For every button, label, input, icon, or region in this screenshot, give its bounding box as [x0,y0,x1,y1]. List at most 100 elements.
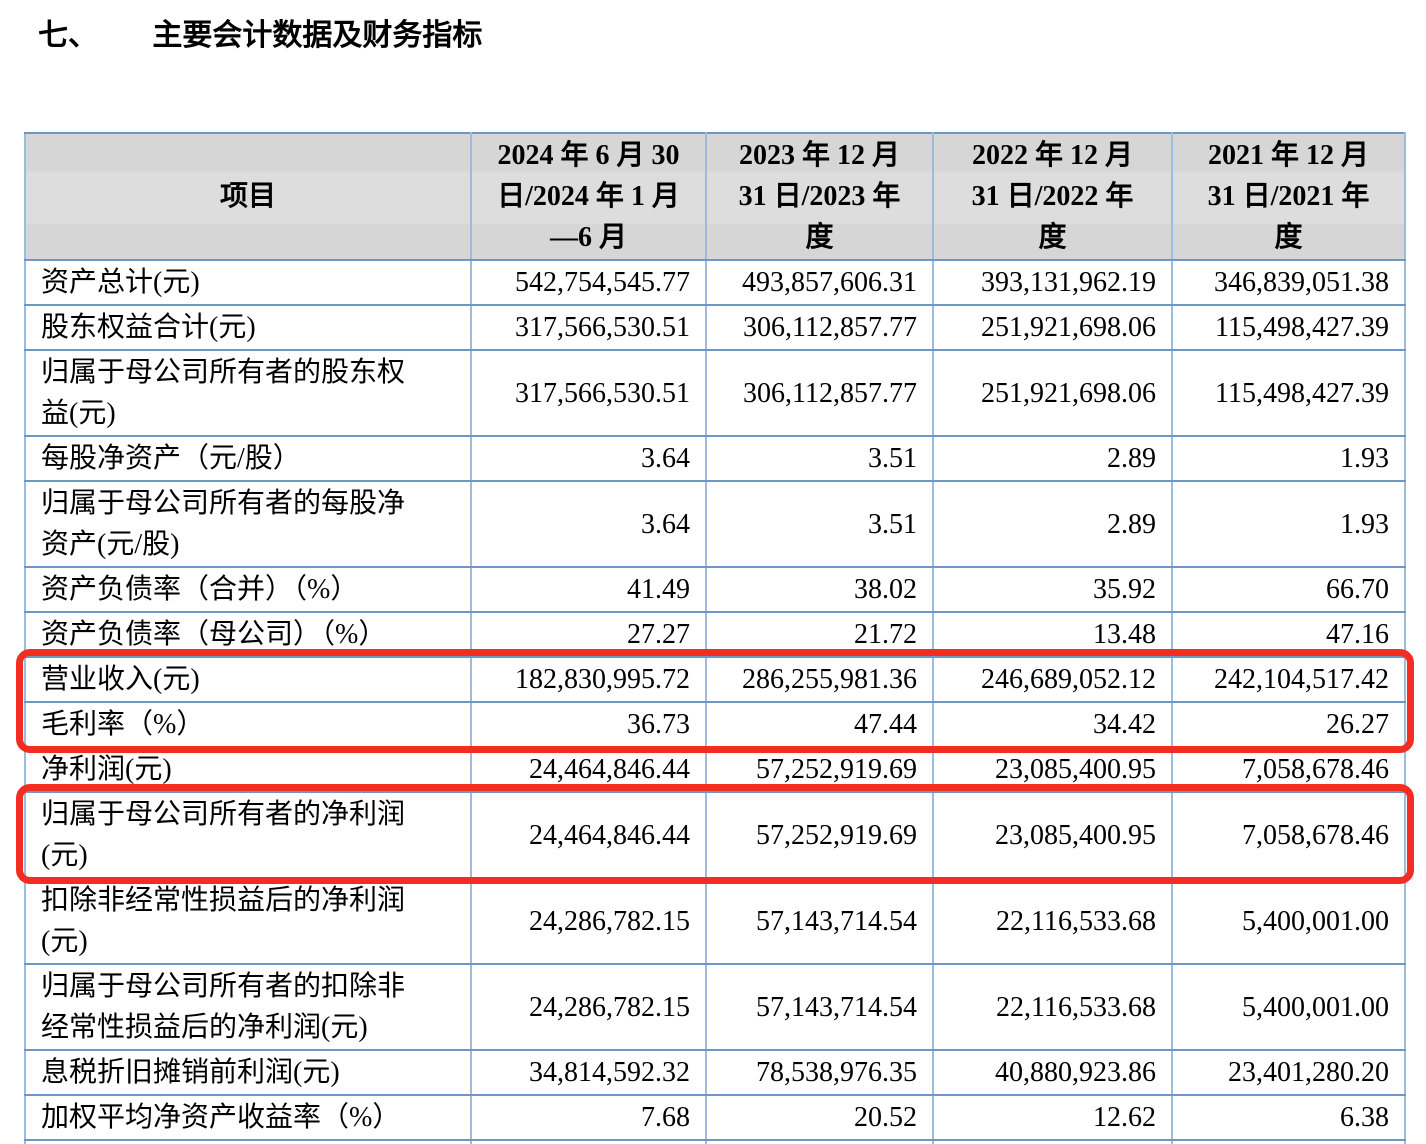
table-row: 资产负债率（母公司）（%） 27.27 21.72 13.48 47.16 [24,611,1406,658]
row-value: 78,538,976.35 [705,1049,934,1096]
row-label: 归属于母公司所有者的股东权 益(元) [24,349,472,437]
section-title-text: 主要会计数据及财务指标 [152,19,483,52]
table-row: 加权平均净资产收益率（%） 7.68 20.52 12.62 6.38 [24,1094,1406,1141]
row-label: 归属于母公司所有者的每股净 资产(元/股) [24,480,472,568]
table-body: 资产总计(元) 542,754,545.77 493,857,606.31 393,1… [24,259,1406,1144]
table-row: 营业收入(元) 182,830,995.72 286,255,981.36 246,6… [24,656,1406,703]
row-value: 242,104,517.42 [1171,656,1406,703]
row-value: 35.92 [932,566,1173,613]
row-value: 306,112,857.77 [705,304,934,351]
row-value: 346,839,051.38 [1171,259,1406,306]
row-value: 2.89 [932,480,1173,568]
row-value: 1.93 [1171,435,1406,482]
table-row: 毛利率（%） 36.73 47.44 34.42 26.27 [24,701,1406,748]
row-label: 扣除非经常性损益后的净利润 (元) [24,877,472,965]
row-label: 资产总计(元) [24,259,472,306]
row-value: 12.09 [932,1139,1173,1144]
row-value: 23,085,400.95 [932,746,1173,793]
section-title: 七、 主要会计数据及财务指标 [38,10,482,54]
table-row: 资产总计(元) 542,754,545.77 493,857,606.31 393,1… [24,259,1406,306]
row-label: 营业收入(元) [24,656,472,703]
row-value: 40,880,923.86 [932,1049,1173,1096]
row-value: 41.49 [470,566,707,613]
row-value: 66.70 [1171,566,1406,613]
row-value: 57,143,714.54 [705,963,934,1051]
row-value: 47.16 [1171,611,1406,658]
row-value: 115,498,427.39 [1171,304,1406,351]
row-value: 286,255,981.36 [705,656,934,703]
row-value: 1.93 [1171,480,1406,568]
row-label: 股东权益合计(元) [24,304,472,351]
table-row: 资产负债率（合并）（%） 41.49 38.02 35.92 66.70 [24,566,1406,613]
row-label: 毛利率（%） [24,701,472,748]
row-value: 3.51 [705,480,934,568]
row-label: 每股净资产（元/股） [24,435,472,482]
row-value: 7.68 [470,1094,707,1141]
column-header-2023: 2023 年 12 月 31 日/2023 年 度 [705,132,934,261]
row-label: 扣除非经常性损益后净资产收 益率（%） [24,1139,472,1144]
row-value: 57,143,714.54 [705,877,934,965]
table-row: 归属于母公司所有者的股东权 益(元) 317,566,530.51 306,112,… [24,349,1406,437]
row-value: 22,116,533.68 [932,963,1173,1051]
row-value: 24,464,846.44 [470,791,707,879]
table-row: 股东权益合计(元) 317,566,530.51 306,112,857.77 251… [24,304,1406,351]
row-value: 20.52 [705,1094,934,1141]
row-value: 26.27 [1171,701,1406,748]
row-value: 182,830,995.72 [470,656,707,703]
table-row: 归属于母公司所有者的扣除非 经常性损益后的净利润(元) 24,286,782.15… [24,963,1406,1051]
row-value: 317,566,530.51 [470,304,707,351]
section-number: 七、 [38,19,98,52]
table-row: 息税折旧摊销前利润(元) 34,814,592.32 78,538,976.35 40… [24,1049,1406,1096]
row-value: 57,252,919.69 [705,791,934,879]
row-value: 542,754,545.77 [470,259,707,306]
row-value: 493,857,606.31 [705,259,934,306]
row-label: 归属于母公司所有者的净利润 (元) [24,791,472,879]
row-value: 115,498,427.39 [1171,349,1406,437]
row-value: 12.62 [932,1094,1173,1141]
row-value: 7.63 [470,1139,707,1144]
column-header-2022: 2022 年 12 月 31 日/2022 年 度 [932,132,1173,261]
row-value: 13.48 [932,611,1173,658]
row-value: 23,401,280.20 [1171,1049,1406,1096]
row-value: 7,058,678.46 [1171,746,1406,793]
row-value: 24,286,782.15 [470,877,707,965]
row-value: 24,464,846.44 [470,746,707,793]
row-label: 资产负债率（母公司）（%） [24,611,472,658]
row-value: 23,085,400.95 [932,791,1173,879]
row-value: 34,814,592.32 [470,1049,707,1096]
row-value: 3.64 [470,435,707,482]
row-value: 3.64 [470,480,707,568]
table-row: 扣除非经常性损益后净资产收 益率（%）7.6320.4812.094.88 [24,1139,1406,1144]
row-label: 归属于母公司所有者的扣除非 经常性损益后的净利润(元) [24,963,472,1051]
row-value: 36.73 [470,701,707,748]
row-value: 27.27 [470,611,707,658]
column-header-item: 项目 [24,132,472,261]
column-header-2024: 2024 年 6 月 30 日/2024 年 1 月 —6 月 [470,132,707,261]
row-label: 资产负债率（合并）（%） [24,566,472,613]
row-value: 317,566,530.51 [470,349,707,437]
row-value: 5,400,001.00 [1171,963,1406,1051]
table-row: 净利润(元) 24,464,846.44 57,252,919.69 23,085,4… [24,746,1406,793]
row-value: 22,116,533.68 [932,877,1173,965]
row-value: 21.72 [705,611,934,658]
table-row: 扣除非经常性损益后的净利润 (元) 24,286,782.15 57,143,714… [24,877,1406,965]
financial-indicators-table: 项目 2024 年 6 月 30 日/2024 年 1 月 —6 月 2023 … [24,132,1406,1144]
row-value: 4.88 [1171,1139,1406,1144]
row-value: 47.44 [705,701,934,748]
row-value: 5,400,001.00 [1171,877,1406,965]
row-label: 息税折旧摊销前利润(元) [24,1049,472,1096]
row-value: 251,921,698.06 [932,349,1173,437]
table-header-row: 项目 2024 年 6 月 30 日/2024 年 1 月 —6 月 2023 … [24,132,1406,261]
row-value: 34.42 [932,701,1173,748]
table-row: 归属于母公司所有者的净利润 (元) 24,464,846.44 57,252,919… [24,791,1406,879]
row-value: 3.51 [705,435,934,482]
row-value: 38.02 [705,566,934,613]
row-value: 6.38 [1171,1094,1406,1141]
column-header-2021: 2021 年 12 月 31 日/2021 年 度 [1171,132,1406,261]
row-value: 251,921,698.06 [932,304,1173,351]
row-value: 2.89 [932,435,1173,482]
table-row: 归属于母公司所有者的每股净 资产(元/股) 3.64 3.51 2.89 1.93 [24,480,1406,568]
table-row: 每股净资产（元/股） 3.64 3.51 2.89 1.93 [24,435,1406,482]
row-label: 加权平均净资产收益率（%） [24,1094,472,1141]
